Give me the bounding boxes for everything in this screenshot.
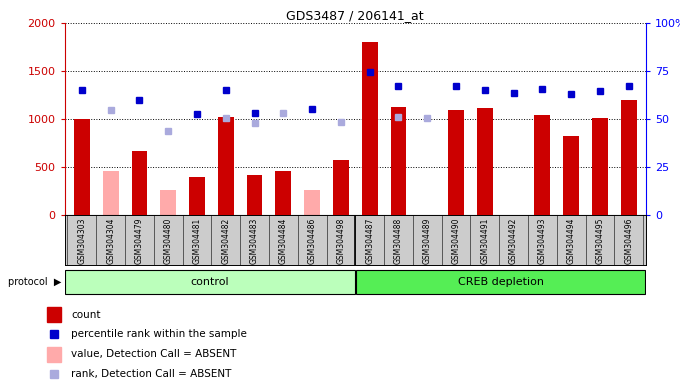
Bar: [333, 161, 349, 215]
Title: GDS3487 / 206141_at: GDS3487 / 206141_at: [286, 9, 424, 22]
Text: GSM304490: GSM304490: [452, 217, 460, 264]
Bar: [247, 175, 262, 215]
Text: GSM304488: GSM304488: [394, 217, 403, 264]
Bar: [275, 171, 291, 215]
Text: GSM304486: GSM304486: [307, 217, 317, 264]
Text: GSM304487: GSM304487: [365, 217, 374, 264]
Bar: [563, 136, 579, 215]
Text: value, Detection Call = ABSENT: value, Detection Call = ABSENT: [71, 349, 237, 359]
Text: percentile rank within the sample: percentile rank within the sample: [71, 329, 247, 339]
Bar: [131, 151, 148, 215]
Text: GSM304479: GSM304479: [135, 217, 144, 264]
Text: GSM304303: GSM304303: [78, 217, 86, 264]
Bar: [390, 107, 407, 215]
Text: GSM304489: GSM304489: [423, 217, 432, 264]
Text: GSM304492: GSM304492: [509, 217, 518, 264]
Text: protocol  ▶: protocol ▶: [8, 277, 61, 287]
Text: GSM304493: GSM304493: [538, 217, 547, 264]
FancyBboxPatch shape: [65, 270, 355, 295]
FancyBboxPatch shape: [356, 270, 645, 295]
Bar: [592, 118, 608, 215]
Bar: [275, 173, 291, 215]
Text: GSM304481: GSM304481: [192, 217, 201, 264]
Text: GSM304483: GSM304483: [250, 217, 259, 264]
Text: GSM304482: GSM304482: [221, 217, 231, 264]
Text: GSM304480: GSM304480: [164, 217, 173, 264]
Bar: [218, 117, 234, 215]
Bar: [74, 119, 90, 215]
Text: GSM304495: GSM304495: [596, 217, 605, 264]
Bar: [477, 109, 493, 215]
Text: GSM304484: GSM304484: [279, 217, 288, 264]
Bar: [621, 100, 636, 215]
Text: CREB depletion: CREB depletion: [458, 277, 543, 287]
Bar: [160, 190, 176, 215]
Text: GSM304498: GSM304498: [337, 217, 345, 264]
Bar: [47, 307, 61, 322]
Text: GSM304304: GSM304304: [106, 217, 115, 264]
Text: rank, Detection Call = ABSENT: rank, Detection Call = ABSENT: [71, 369, 231, 379]
Text: GSM304491: GSM304491: [480, 217, 490, 264]
Bar: [304, 190, 320, 215]
Bar: [47, 346, 61, 362]
Text: count: count: [71, 310, 101, 320]
Bar: [189, 177, 205, 215]
Text: control: control: [190, 277, 229, 287]
Bar: [103, 171, 118, 215]
Text: GSM304496: GSM304496: [624, 217, 633, 264]
Bar: [534, 115, 550, 215]
Bar: [362, 42, 377, 215]
Text: GSM304494: GSM304494: [566, 217, 576, 264]
Bar: [448, 111, 464, 215]
